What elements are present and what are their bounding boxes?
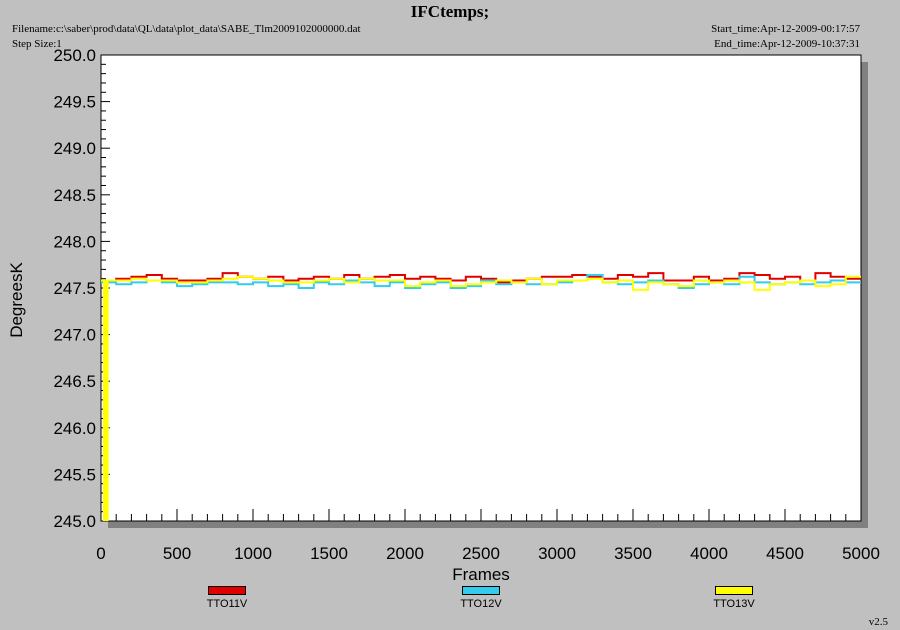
legend-item-TTO11V: TTO11V — [187, 586, 267, 610]
y-tick-label: 247.5 — [53, 279, 96, 298]
y-tick-label: 246.5 — [53, 372, 96, 391]
legend-swatch — [462, 586, 500, 595]
plot-area — [100, 54, 862, 522]
y-tick-label: 248.5 — [53, 186, 96, 205]
y-tick-label: 249.5 — [53, 93, 96, 112]
legend-item-TTO12V: TTO12V — [441, 586, 521, 610]
x-tick-label: 2500 — [462, 544, 500, 563]
legend-swatch — [715, 586, 753, 595]
initial-spike — [103, 280, 109, 521]
legend-item-TTO13V: TTO13V — [694, 586, 774, 610]
x-tick-label: 3000 — [538, 544, 576, 563]
x-axis-label: Frames — [452, 565, 510, 584]
y-tick-label: 249.0 — [53, 139, 96, 158]
filename-label: Filename:c:\saber\prod\data\QL\data\plot… — [12, 23, 361, 35]
y-axis-label: DegreesK — [7, 262, 26, 338]
legend-swatch — [208, 586, 246, 595]
x-tick-label: 3500 — [614, 544, 652, 563]
x-tick-label: 1500 — [310, 544, 348, 563]
series-line-TTO13V — [101, 275, 861, 291]
legend-label: TTO12V — [460, 598, 502, 610]
x-tick-label: 4500 — [766, 544, 804, 563]
legend-label: TTO13V — [713, 598, 755, 610]
x-tick-label: 500 — [163, 544, 191, 563]
version-label: v2.5 — [868, 616, 888, 628]
step-size-label: Step Size:1 — [12, 38, 62, 50]
y-tick-label: 250.0 — [53, 46, 96, 65]
chart-title: IFCtemps; — [410, 2, 490, 21]
y-tick-label: 246.0 — [53, 419, 96, 438]
x-tick-label: 2000 — [386, 544, 424, 563]
legend-label: TTO11V — [206, 598, 248, 610]
y-tick-label: 247.0 — [53, 326, 96, 345]
x-tick-label: 5000 — [842, 544, 880, 563]
x-tick-label: 1000 — [234, 544, 272, 563]
y-tick-label: 245.0 — [53, 512, 96, 531]
y-tick-label: 245.5 — [53, 465, 96, 484]
y-tick-label: 248.0 — [53, 232, 96, 251]
x-tick-label: 4000 — [690, 544, 728, 563]
start-time-label: Start_time:Apr-12-2009-00:17:57 — [711, 23, 860, 35]
x-tick-label: 0 — [96, 544, 105, 563]
end-time-label: End_time:Apr-12-2009-10:37:31 — [714, 38, 860, 50]
